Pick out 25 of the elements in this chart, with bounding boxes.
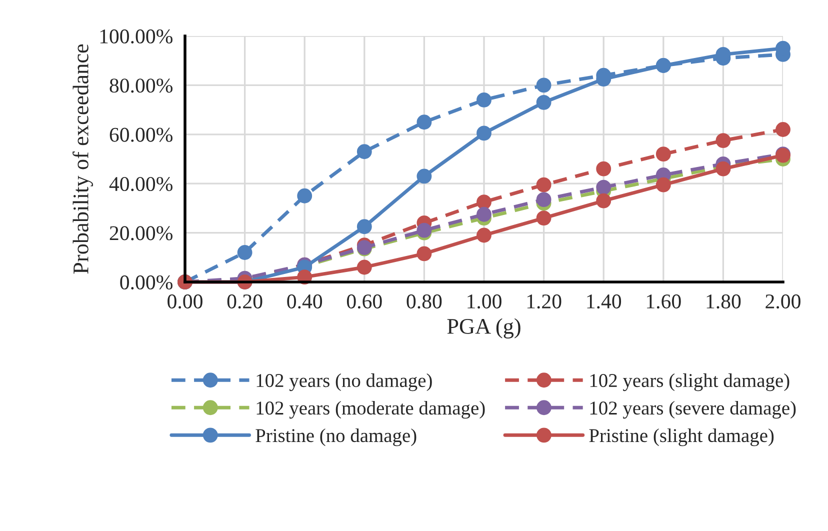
- x-axis-title: PGA (g): [447, 318, 520, 338]
- x-tick-label: 0.40: [287, 294, 322, 309]
- legend-label: 102 years (moderate damage): [256, 400, 485, 419]
- y-axis-title: Probability of exceedance: [72, 44, 93, 274]
- legend-label: 102 years (no damage): [256, 373, 432, 392]
- x-tick-label: 0.20: [227, 294, 262, 309]
- y-tick-label: 40.00%: [109, 176, 172, 192]
- x-tick-label: 0.60: [346, 294, 382, 309]
- y-tick-label: 100.00%: [100, 29, 172, 44]
- x-tick-label: 2.00: [766, 294, 800, 309]
- x-tick-label: 1.60: [647, 294, 681, 309]
- y-tick-label: 20.00%: [110, 226, 172, 240]
- y-tick-label: 80.00%: [110, 78, 172, 93]
- x-tick-label: 0.00: [168, 294, 202, 309]
- x-tick-label: 1.40: [587, 294, 622, 309]
- x-tick-label: 1.00: [468, 294, 502, 309]
- y-tick-label: 0.00%: [120, 275, 172, 290]
- legend-label: Pristine (slight damage): [589, 428, 774, 446]
- x-tick-label: 1.80: [706, 294, 741, 309]
- legend-label: 102 years (severe damage): [590, 400, 796, 419]
- x-tick-label: 0.80: [406, 294, 442, 309]
- legend-label: Pristine (no damage): [256, 428, 416, 446]
- legend-label: 102 years (slight damage): [590, 373, 790, 392]
- y-tick-label: 60.00%: [110, 128, 172, 142]
- x-tick-label: 1.20: [527, 294, 562, 309]
